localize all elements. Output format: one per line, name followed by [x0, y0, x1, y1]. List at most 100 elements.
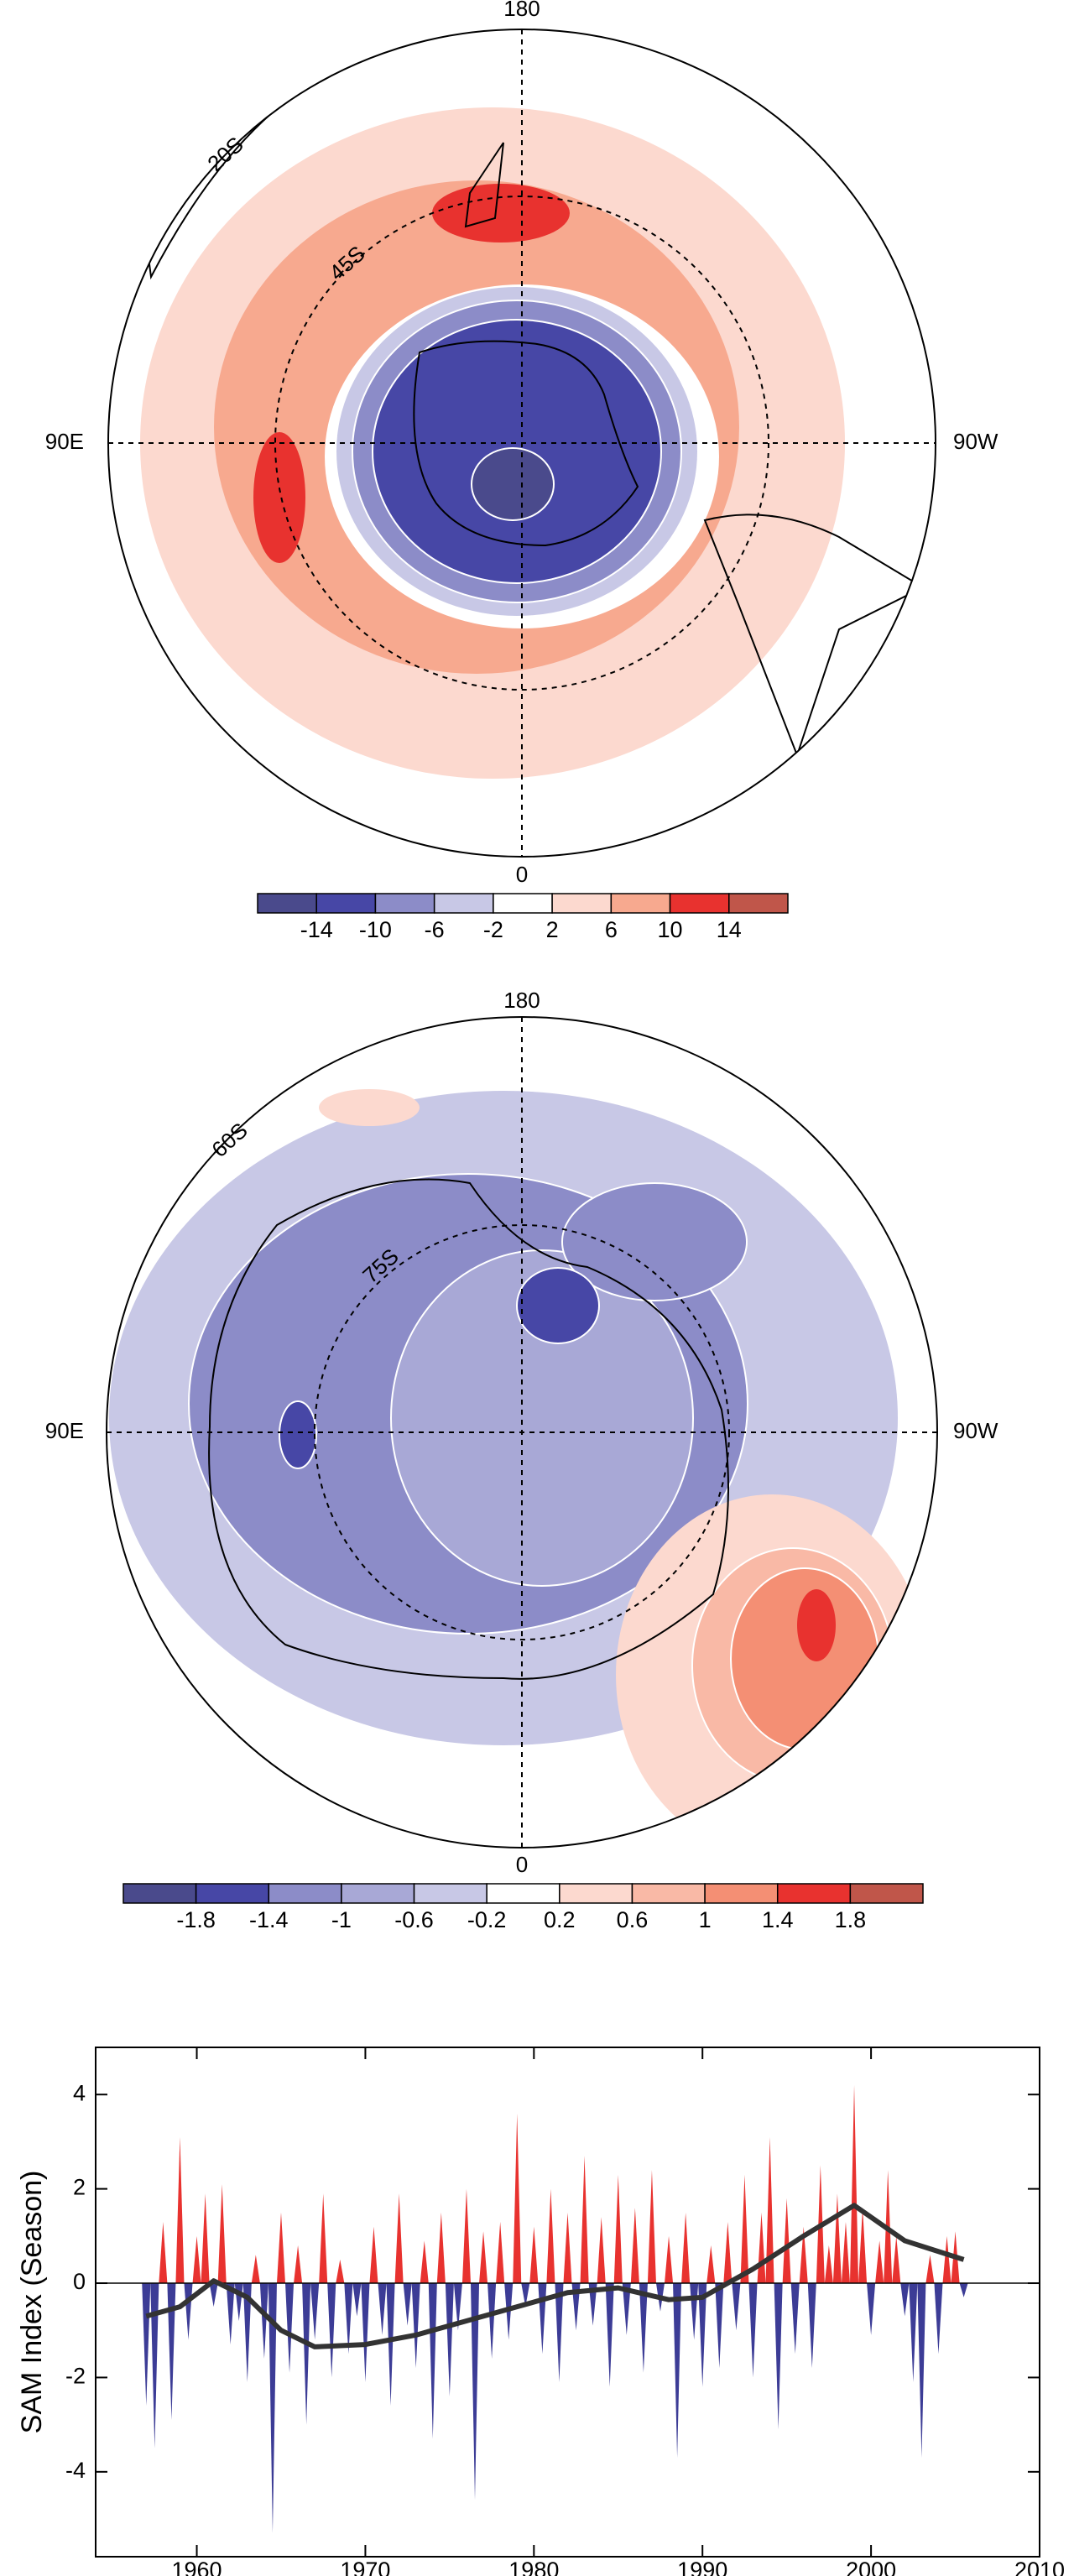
bar	[209, 2283, 218, 2307]
bar	[302, 2283, 311, 2425]
colorbar-label: 0.2	[544, 1907, 576, 1932]
bar	[799, 2226, 808, 2284]
y-tick-label: -4	[65, 2458, 86, 2483]
bar	[285, 2283, 295, 2373]
bar	[732, 2283, 741, 2331]
bar	[167, 2283, 176, 2421]
bar	[841, 2221, 850, 2284]
y-tick-label: 2	[73, 2175, 86, 2200]
bar	[673, 2283, 682, 2458]
bar	[555, 2283, 564, 2383]
x-tick-label: 2000	[846, 2558, 896, 2576]
colorbar-label: -6	[425, 917, 445, 942]
bar	[588, 2283, 597, 2326]
bar	[875, 2240, 884, 2284]
bar	[453, 2283, 462, 2331]
colorbar-box	[776, 1883, 852, 1904]
bar	[276, 2212, 286, 2284]
bar	[150, 2283, 159, 2448]
bar	[217, 2183, 227, 2284]
bar	[571, 2283, 581, 2331]
bar	[226, 2283, 235, 2345]
colorbar-label: -0.2	[467, 1907, 507, 1932]
x-tick-label: 1960	[171, 2558, 222, 2576]
x-tick-label: 1970	[340, 2558, 390, 2576]
latitude-circle	[314, 1224, 730, 1640]
bar	[461, 2188, 471, 2284]
bar	[319, 2193, 328, 2284]
colorbar-box	[631, 1883, 706, 1904]
bar	[175, 2136, 185, 2284]
bar	[352, 2283, 362, 2317]
map-field	[108, 29, 936, 857]
colorbar-label: 1.8	[835, 1907, 867, 1932]
bar	[867, 2283, 876, 2335]
colorbar-label: 6	[605, 917, 618, 942]
y-tick-label: -2	[65, 2364, 86, 2389]
bar	[917, 2283, 926, 2458]
x-tick-label: 2010	[1014, 2558, 1065, 2576]
bar	[234, 2283, 243, 2321]
bar	[310, 2283, 320, 2340]
colorbar-box	[123, 1883, 197, 1904]
bar	[513, 2113, 522, 2284]
bar	[242, 2283, 252, 2383]
bar	[681, 2212, 691, 2284]
bar	[858, 2208, 868, 2284]
map-field	[107, 1017, 937, 1848]
bar	[613, 2174, 623, 2284]
colorbar-label: -0.6	[394, 1907, 434, 1932]
bar	[521, 2283, 530, 2307]
bar	[723, 2221, 733, 2284]
bar	[336, 2259, 345, 2284]
bar	[386, 2283, 395, 2407]
bar	[580, 2156, 589, 2284]
bar	[665, 2235, 674, 2284]
bar	[807, 2283, 816, 2369]
bar	[403, 2283, 412, 2326]
colorbar-label: 2	[546, 917, 559, 942]
colorbar-box	[559, 1883, 633, 1904]
bar	[757, 2212, 766, 2284]
colorbar-box	[551, 893, 613, 914]
lon-label: 90E	[45, 429, 84, 454]
bar	[327, 2283, 336, 2378]
bar	[251, 2255, 260, 2284]
bar	[259, 2283, 268, 2359]
lon-label: 0	[516, 862, 528, 887]
bar	[849, 2084, 859, 2284]
bar	[925, 2255, 935, 2284]
bar	[268, 2283, 277, 2533]
bar	[378, 2283, 387, 2335]
colorbar-box	[669, 893, 730, 914]
colorbar-box	[433, 893, 494, 914]
bar	[790, 2283, 800, 2354]
bar	[748, 2283, 758, 2378]
bar	[142, 2283, 151, 2407]
bar	[529, 2226, 539, 2284]
bar	[959, 2283, 968, 2297]
bar	[192, 2235, 201, 2284]
bar	[832, 2193, 842, 2284]
smooth-line	[145, 2203, 965, 2349]
x-tick-label: 1980	[508, 2558, 559, 2576]
bar	[201, 2193, 210, 2284]
lon-label: 180	[503, 988, 540, 1013]
colorbar-label: -2	[483, 917, 503, 942]
bar	[639, 2283, 648, 2373]
bar	[765, 2136, 774, 2284]
bar	[698, 2283, 707, 2387]
bar	[361, 2283, 370, 2383]
bar	[605, 2283, 614, 2387]
bar	[824, 2245, 833, 2284]
bar	[487, 2283, 497, 2359]
bar	[740, 2174, 749, 2284]
colorbar-box	[268, 1883, 342, 1904]
y-axis-label: SAM Index (Season)	[16, 2171, 48, 2434]
lon-label: 90W	[953, 429, 998, 454]
bar	[369, 2226, 378, 2284]
bar	[445, 2283, 454, 2396]
latitude-circle	[274, 196, 769, 691]
colorbar-box	[257, 893, 317, 914]
